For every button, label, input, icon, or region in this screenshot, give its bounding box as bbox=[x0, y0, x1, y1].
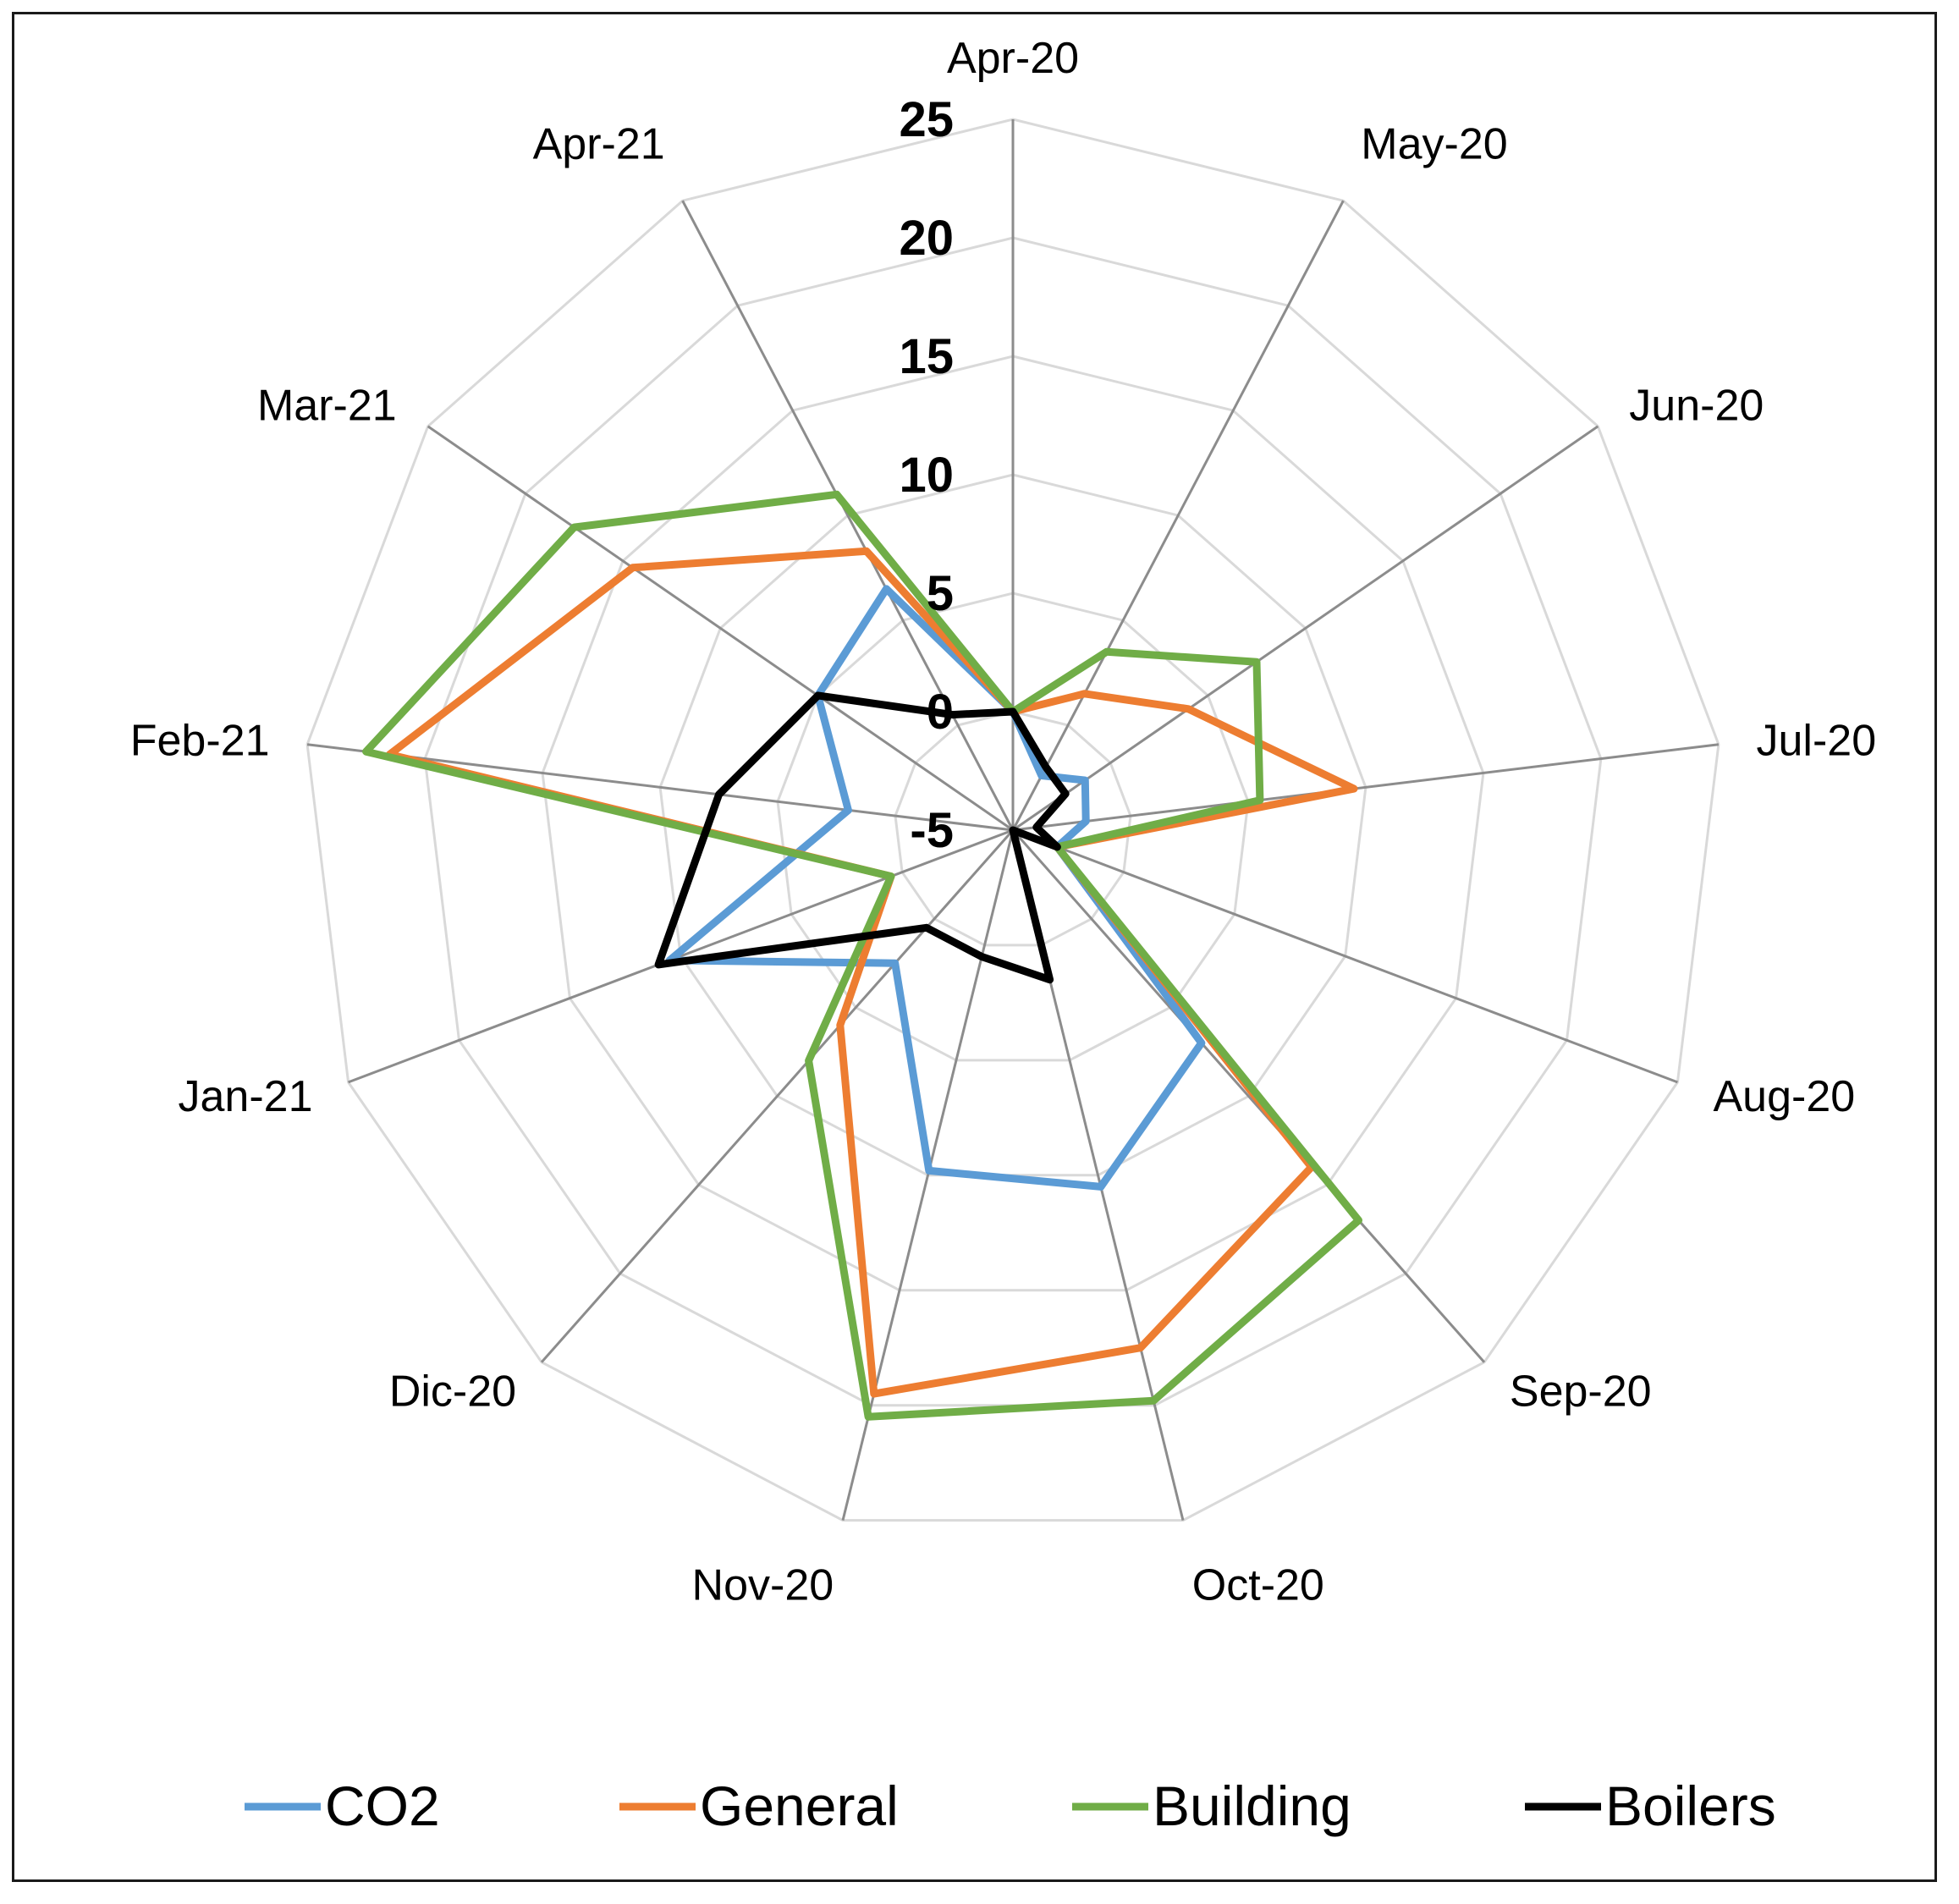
grid-ring bbox=[894, 710, 1132, 947]
legend-label-general: General bbox=[700, 1775, 899, 1837]
spoke bbox=[1012, 743, 1720, 832]
spoke bbox=[1012, 828, 1678, 1084]
tick-label: 0 bbox=[927, 685, 954, 740]
tick-label: 10 bbox=[899, 448, 954, 503]
category-labels: Apr-20 May-20 Jun-20 Jul-20 Aug-20 Sep-20 Oct-… bbox=[130, 34, 1876, 1610]
radar-chart: -5 0 5 10 15 20 25 Apr-20 May-20 Jun-20 Jul-20 Aug… bbox=[130, 34, 1876, 1837]
category-label: Oct-20 bbox=[1192, 1560, 1324, 1610]
series-line-building bbox=[362, 490, 1362, 1421]
spoke bbox=[681, 200, 1015, 831]
legend-label-co2: CO2 bbox=[325, 1775, 440, 1837]
category-label: Feb-21 bbox=[130, 716, 270, 765]
spoke bbox=[426, 425, 1014, 832]
spoke bbox=[841, 829, 1015, 1521]
series-line-co2 bbox=[665, 585, 1206, 1191]
spoke bbox=[306, 743, 1014, 832]
tick-label: -5 bbox=[910, 803, 954, 858]
spoke bbox=[1012, 425, 1599, 832]
category-label: Aug-20 bbox=[1714, 1072, 1856, 1121]
category-label: Jan-21 bbox=[179, 1072, 313, 1121]
category-label: Mar-21 bbox=[257, 381, 397, 430]
category-label: May-20 bbox=[1361, 119, 1507, 168]
spoke bbox=[348, 828, 1014, 1084]
chart-frame: -5 0 5 10 15 20 25 Apr-20 May-20 Jun-20 Jul-20 Aug… bbox=[12, 12, 1937, 1882]
legend-label-boilers: Boilers bbox=[1605, 1775, 1776, 1837]
series-line-general bbox=[385, 547, 1358, 1398]
category-label: Sep-20 bbox=[1510, 1367, 1652, 1416]
category-label: Dic-20 bbox=[389, 1367, 516, 1416]
spoke bbox=[540, 829, 1015, 1363]
category-label: Apr-21 bbox=[533, 119, 665, 168]
tick-label: 5 bbox=[927, 566, 954, 621]
category-label: Jun-20 bbox=[1629, 381, 1764, 430]
series-line-boilers bbox=[654, 691, 1070, 984]
grid-ring bbox=[305, 118, 1720, 1522]
grid-ring bbox=[776, 592, 1250, 1062]
tick-label: 25 bbox=[899, 92, 954, 147]
grid-ring bbox=[541, 355, 1485, 1292]
legend: CO2 General Building Boilers bbox=[245, 1775, 1776, 1837]
category-label: Jul-20 bbox=[1757, 716, 1877, 765]
category-label: Apr-20 bbox=[947, 34, 1079, 83]
spoke bbox=[1011, 829, 1486, 1363]
series-layer bbox=[362, 490, 1362, 1421]
tick-label: 15 bbox=[899, 329, 954, 384]
category-label: Nov-20 bbox=[692, 1560, 834, 1610]
tick-label: 20 bbox=[899, 211, 954, 266]
legend-label-building: Building bbox=[1153, 1775, 1351, 1837]
tick-labels: -5 0 5 10 15 20 25 bbox=[899, 92, 954, 858]
spokes bbox=[306, 119, 1720, 1521]
spoke bbox=[1011, 200, 1345, 831]
